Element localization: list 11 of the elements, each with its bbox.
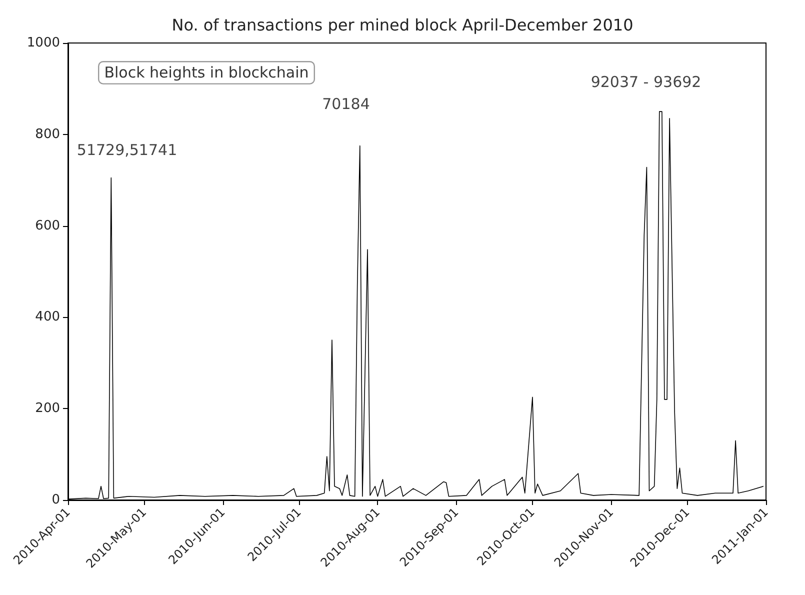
y-tick-label: 0 <box>52 492 60 508</box>
annotation: 92037 - 93692 <box>590 73 702 91</box>
y-tick-label: 200 <box>35 401 60 416</box>
chart-title: No. of transactions per mined block April-December 2010 <box>172 16 634 34</box>
y-tick-label: 1000 <box>26 36 60 50</box>
y-tick-label: 800 <box>35 126 60 142</box>
y-tick-label: 400 <box>35 310 60 325</box>
annotation: Block heights in blockchain <box>104 64 309 82</box>
annotation: 51729,51741 <box>76 141 178 159</box>
annotation: 70184 <box>322 95 370 113</box>
y-tick-label: 600 <box>35 218 60 234</box>
